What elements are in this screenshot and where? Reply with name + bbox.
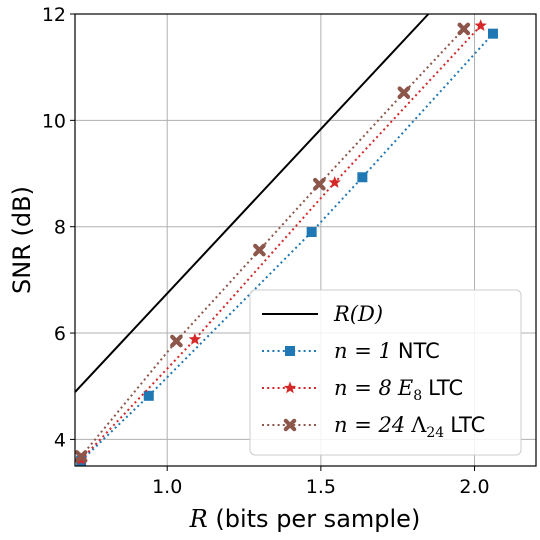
legend-label-rd: R(D) [333,302,383,326]
series-line-e8 [80,25,482,461]
data-point-e8 [188,332,202,345]
y-tick-label: 6 [54,323,66,345]
legend-marker-l24 [283,418,297,432]
y-tick-label: 12 [42,4,66,26]
legend-entry-ntc: n = 1 NTC [262,339,440,363]
legend-label-e8: n = 8 E8 LTC [334,376,463,404]
legend-symbol-e8 [283,381,297,394]
legend: R(D) n = 1 NTC n = 8 E8 LTC n = 24 Λ24 LTC [249,289,522,456]
data-point-ntc [306,227,317,238]
y-tick-label: 4 [54,429,66,451]
data-point-ntc [143,390,154,401]
legend-symbol-ntc [285,346,295,356]
series-line-rd [74,13,430,393]
y-axis-label: SNR (dB) [8,186,36,294]
x-tick-label: 1.0 [152,476,182,498]
legend-marker-ntc [285,346,295,356]
x-tick-label: 2.0 [459,476,489,498]
x-axis-label-text: (bits per sample) [208,505,421,533]
data-point-l24 [313,177,326,191]
y-tick-label: 8 [54,217,66,239]
x-tick-label: 1.5 [306,476,336,498]
legend-label-l24: n = 24 Λ24 LTC [334,413,485,441]
data-point-ntc [357,172,368,183]
data-point-e8 [474,19,487,31]
data-point-l24 [74,450,88,463]
legend-symbol-l24 [283,418,297,432]
legend-box [249,289,522,456]
data-point-l24 [457,22,471,36]
legend-marker-e8 [283,381,297,394]
series-line-ntc [80,33,494,462]
data-point-e8 [328,176,341,188]
legend-entry-l24: n = 24 Λ24 LTC [262,413,485,441]
y-tick-label: 10 [42,110,66,132]
legend-label-ntc: n = 1 NTC [334,339,440,363]
data-point-l24 [170,334,183,348]
x-axis-label-var: R [189,505,208,533]
x-axis-label: R (bits per sample) [189,505,421,533]
legend-entry-rd: R(D) [262,302,383,326]
ticks: 1.0 1.5 2.0 4 6 8 10 12 [42,4,490,498]
data-point-l24 [253,243,266,257]
data-point-ntc [487,28,498,39]
plot-frame [74,13,537,467]
legend-entry-e8: n = 8 E8 LTC [262,376,463,404]
series-layer [74,13,498,466]
series-line-l24 [80,28,465,458]
data-point-l24 [397,86,411,100]
